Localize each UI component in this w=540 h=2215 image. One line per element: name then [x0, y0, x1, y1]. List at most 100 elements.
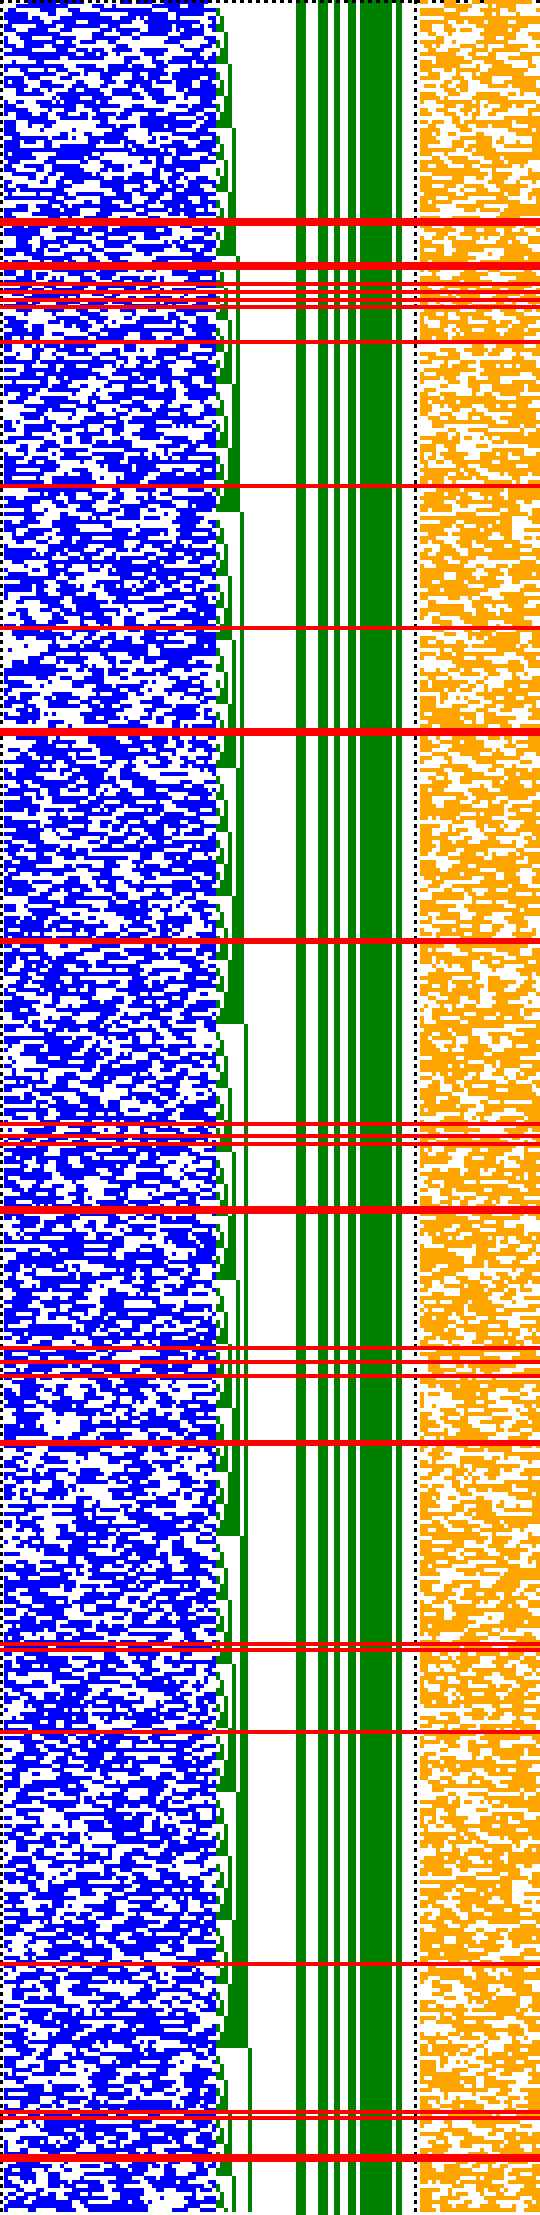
counter-bit-run [172, 140, 184, 144]
counter-bit-run [64, 136, 68, 140]
counter-bit-run [196, 1000, 200, 1004]
counter-bit-run [80, 176, 92, 180]
counter-bit-run [60, 1056, 72, 1060]
counter-bit-run [68, 28, 72, 32]
counter-bit-run [116, 856, 128, 860]
counter-bit-run [68, 1020, 76, 1024]
counter-bit-run [52, 1288, 64, 1292]
counter-bit-run [4, 680, 8, 684]
counter-bit-run [48, 792, 56, 796]
counter-bit-run [156, 412, 168, 416]
counter-bit-run [60, 968, 64, 972]
counter-bit-run [48, 8, 52, 12]
counter-bit-run [36, 332, 44, 336]
counter-bit-run [76, 804, 88, 808]
counter-bit-run [88, 1048, 96, 1052]
counter-bit-run [132, 80, 140, 84]
counter-bit-run [204, 1284, 212, 1288]
counter-bit-run [192, 1232, 200, 1236]
counter-bit-run [160, 120, 172, 124]
counter-bit-run [188, 848, 200, 852]
counter-bit-run [112, 1176, 116, 1180]
counter-bit-run [148, 960, 152, 964]
counter-bit-run [180, 272, 192, 276]
counter-bit-run [64, 236, 76, 240]
counter-bit-run [192, 28, 204, 32]
counter-bit-run [212, 876, 216, 880]
counter-bit-run [24, 1216, 28, 1220]
counter-bit-run [56, 1008, 68, 1012]
counter-bit-run [152, 328, 164, 332]
counter-bit-run [180, 772, 184, 776]
counter-bit-run [40, 376, 48, 380]
counter-bit-run [120, 676, 124, 680]
counter-bit-run [148, 128, 152, 132]
counter-bit-run [188, 4, 192, 8]
counter-bit-run [108, 400, 116, 404]
counter-bit-run [152, 984, 156, 988]
counter-bit-run [32, 384, 36, 388]
counter-bit-run [24, 800, 32, 804]
counter-bit-run [68, 800, 80, 804]
counter-bit-run [12, 1012, 20, 1016]
counter-bit-run [172, 832, 180, 836]
counter-bit-run [148, 764, 160, 768]
counter-bit-run [104, 164, 112, 168]
counter-bit-run [16, 228, 24, 232]
counter-bit-run [136, 888, 144, 892]
counter-bit-run [20, 996, 24, 1000]
counter-bit-run [16, 1084, 28, 1088]
counter-bit-run [212, 864, 216, 868]
counter-bit-run [172, 844, 184, 848]
counter-bit-run [104, 908, 116, 912]
counter-bit-run [156, 516, 160, 520]
counter-bit-run [128, 68, 136, 72]
counter-bit-run [36, 272, 48, 276]
counter-bit-run [128, 1108, 140, 1112]
counter-bit-run [200, 8, 212, 12]
counter-bit-run [28, 1248, 36, 1252]
counter-bit-run [176, 320, 188, 324]
counter-bit-run [132, 36, 140, 40]
counter-bit-run [100, 84, 104, 88]
counter-bit-run [16, 20, 24, 24]
counter-bit-run [140, 436, 152, 440]
counter-bit-run [204, 132, 208, 136]
counter-bit-run [64, 36, 76, 40]
counter-bit-run [132, 576, 140, 580]
counter-bit-run [192, 272, 204, 276]
counter-bit-run [160, 744, 164, 748]
counter-bit-run [176, 612, 188, 616]
counter-bit-run [96, 96, 104, 100]
counter-bit-run [152, 704, 160, 708]
counter-bit-run [36, 1216, 40, 1220]
counter-bit-run [48, 700, 60, 704]
counter-bit-run [60, 988, 68, 992]
counter-bit-run [180, 704, 188, 708]
counter-bit-run [108, 1288, 116, 1292]
counter-bit-run [164, 232, 172, 236]
counter-bit-run [156, 348, 164, 352]
counter-bit-run [20, 400, 24, 404]
counter-bit-run [24, 1048, 36, 1052]
counter-bit-run [160, 184, 168, 188]
counter-bit-run [180, 1276, 192, 1280]
counter-bit-run [200, 620, 208, 624]
counter-bit-run [20, 760, 32, 764]
counter-bit-run [20, 320, 24, 324]
counter-bit-run [192, 480, 204, 484]
counter-bit-run [16, 672, 28, 676]
counter-bit-run [120, 196, 132, 200]
counter-bit-run [72, 84, 80, 88]
counter-bit-run [120, 276, 132, 280]
counter-bit-run [16, 1300, 28, 1304]
counter-bit-run [44, 68, 48, 72]
counter-bit-run [100, 196, 104, 200]
counter-bit-run [12, 1248, 16, 1252]
counter-bit-run [148, 688, 152, 692]
counter-bit-run [212, 392, 216, 396]
counter-bit-run [76, 64, 88, 68]
counter-bit-run [212, 788, 216, 792]
counter-bit-run [172, 720, 180, 724]
counter-bit-run [120, 1188, 124, 1192]
